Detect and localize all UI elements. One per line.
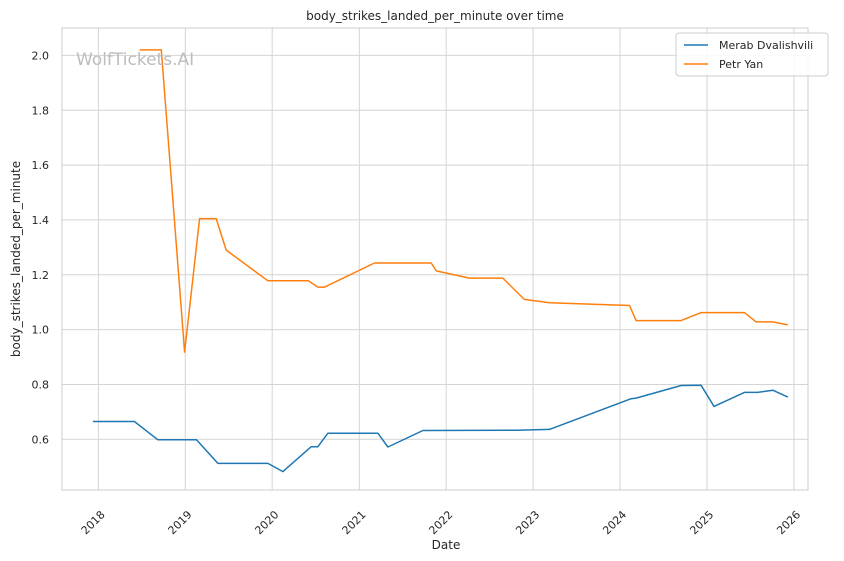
legend-box	[675, 32, 829, 77]
y-tick-label: 1.2	[32, 269, 50, 282]
y-tick-label: 2.0	[32, 49, 50, 62]
series-line-1	[139, 49, 788, 353]
watermark: WolfTickets.AI	[76, 50, 194, 70]
plot-area-frame	[61, 27, 809, 491]
y-tick-label: 1.0	[32, 324, 50, 337]
y-tick-label: 1.6	[32, 159, 50, 172]
y-axis-label: body_strikes_landed_per_minute	[9, 161, 23, 357]
y-tick-label: 0.6	[32, 433, 50, 446]
legend-label-merab: Merab Dvalishvili	[719, 39, 813, 52]
series-line-0	[92, 384, 789, 473]
y-tick-label: 0.8	[32, 378, 50, 391]
series-layer	[92, 49, 789, 473]
legend-label-petr: Petr Yan	[719, 58, 763, 71]
chart-title: body_strikes_landed_per_minute over time	[306, 9, 564, 23]
x-axis-label: Date	[432, 538, 461, 552]
grid	[62, 28, 808, 490]
y-tick-label: 1.8	[32, 104, 50, 117]
legend: Merab Dvalishvili Petr Yan	[675, 32, 829, 77]
y-tick-label: 1.4	[32, 214, 50, 227]
